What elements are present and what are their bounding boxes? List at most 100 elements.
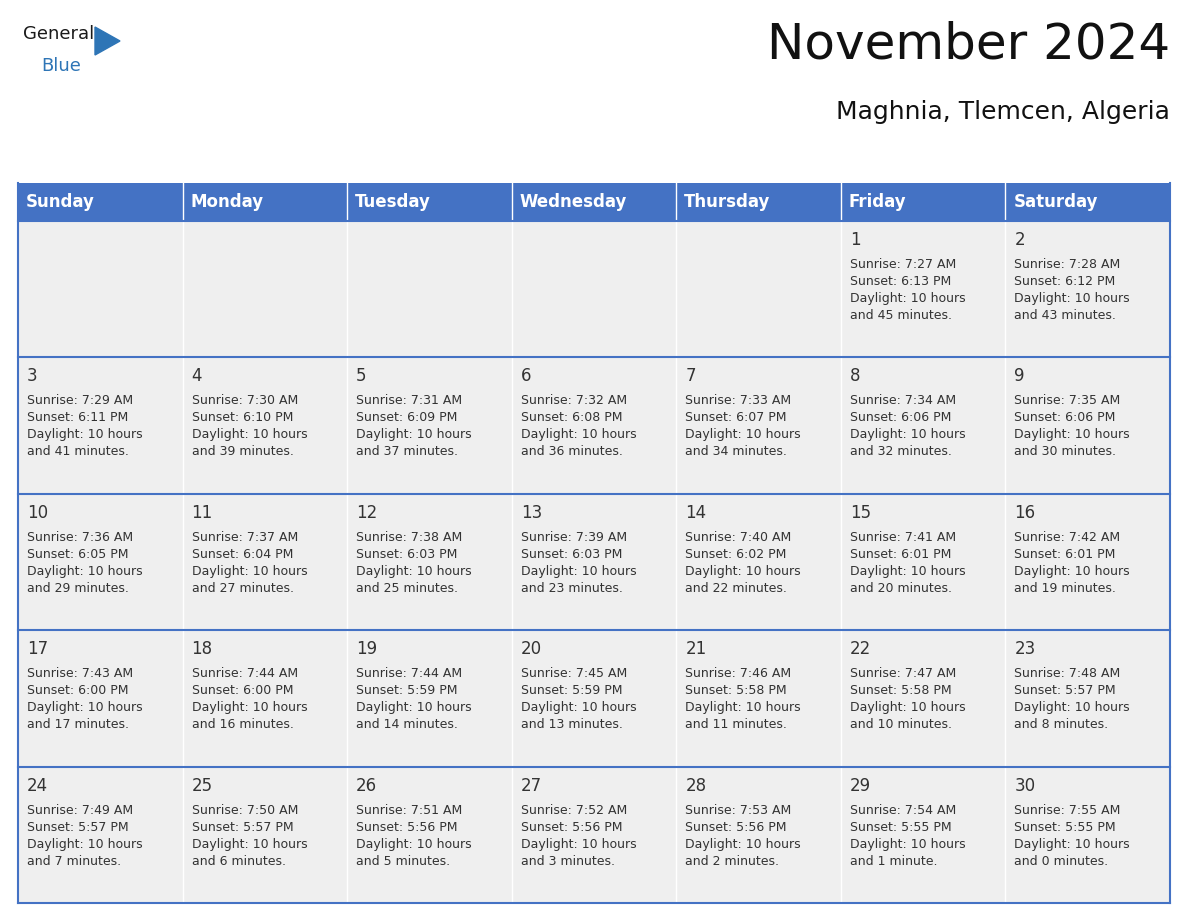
Text: Sunrise: 7:45 AM: Sunrise: 7:45 AM <box>520 667 627 680</box>
Text: Daylight: 10 hours: Daylight: 10 hours <box>685 565 801 577</box>
Text: Sunrise: 7:46 AM: Sunrise: 7:46 AM <box>685 667 791 680</box>
Bar <box>18 494 183 630</box>
Text: Sunset: 6:12 PM: Sunset: 6:12 PM <box>1015 275 1116 288</box>
Text: 9: 9 <box>1015 367 1025 386</box>
Text: Sunset: 5:58 PM: Sunset: 5:58 PM <box>849 684 952 697</box>
Text: Sunrise: 7:35 AM: Sunrise: 7:35 AM <box>1015 395 1120 408</box>
Text: Daylight: 10 hours: Daylight: 10 hours <box>685 701 801 714</box>
Text: Daylight: 10 hours: Daylight: 10 hours <box>1015 565 1130 577</box>
Text: Tuesday: Tuesday <box>355 193 431 211</box>
Text: and 16 minutes.: and 16 minutes. <box>191 718 293 732</box>
Bar <box>512 221 676 357</box>
Text: and 3 minutes.: and 3 minutes. <box>520 855 614 868</box>
Text: 25: 25 <box>191 777 213 795</box>
Text: and 6 minutes.: and 6 minutes. <box>191 855 285 868</box>
Text: Daylight: 10 hours: Daylight: 10 hours <box>27 837 143 851</box>
Text: Sunset: 6:04 PM: Sunset: 6:04 PM <box>191 548 293 561</box>
Text: Sunset: 6:06 PM: Sunset: 6:06 PM <box>849 411 952 424</box>
Text: 27: 27 <box>520 777 542 795</box>
Text: 4: 4 <box>191 367 202 386</box>
Text: Sunset: 5:56 PM: Sunset: 5:56 PM <box>520 821 623 834</box>
Text: Daylight: 10 hours: Daylight: 10 hours <box>849 837 966 851</box>
Bar <box>347 183 512 221</box>
Text: Sunset: 6:05 PM: Sunset: 6:05 PM <box>27 548 128 561</box>
Polygon shape <box>95 27 120 55</box>
Bar <box>18 183 183 221</box>
Text: and 30 minutes.: and 30 minutes. <box>1015 445 1117 458</box>
Text: Sunset: 6:09 PM: Sunset: 6:09 PM <box>356 411 457 424</box>
Text: Sunrise: 7:48 AM: Sunrise: 7:48 AM <box>1015 667 1120 680</box>
Text: Sunrise: 7:40 AM: Sunrise: 7:40 AM <box>685 531 791 543</box>
Text: 23: 23 <box>1015 640 1036 658</box>
Text: Daylight: 10 hours: Daylight: 10 hours <box>356 565 472 577</box>
Text: Daylight: 10 hours: Daylight: 10 hours <box>1015 292 1130 305</box>
Text: and 39 minutes.: and 39 minutes. <box>191 445 293 458</box>
Text: 16: 16 <box>1015 504 1036 521</box>
Bar <box>512 494 676 630</box>
Text: and 41 minutes.: and 41 minutes. <box>27 445 128 458</box>
Text: Sunrise: 7:51 AM: Sunrise: 7:51 AM <box>356 803 462 817</box>
Text: Sunrise: 7:55 AM: Sunrise: 7:55 AM <box>1015 803 1120 817</box>
Text: Daylight: 10 hours: Daylight: 10 hours <box>356 429 472 442</box>
Text: Sunrise: 7:43 AM: Sunrise: 7:43 AM <box>27 667 133 680</box>
Text: Daylight: 10 hours: Daylight: 10 hours <box>191 429 308 442</box>
Text: Sunset: 5:55 PM: Sunset: 5:55 PM <box>1015 821 1116 834</box>
Text: Sunset: 6:10 PM: Sunset: 6:10 PM <box>191 411 293 424</box>
Text: 24: 24 <box>27 777 49 795</box>
Text: Sunset: 5:58 PM: Sunset: 5:58 PM <box>685 684 786 697</box>
Text: Sunset: 6:13 PM: Sunset: 6:13 PM <box>849 275 952 288</box>
Text: 1: 1 <box>849 231 860 249</box>
Text: Daylight: 10 hours: Daylight: 10 hours <box>849 429 966 442</box>
Text: Sunrise: 7:27 AM: Sunrise: 7:27 AM <box>849 258 956 271</box>
Text: and 23 minutes.: and 23 minutes. <box>520 582 623 595</box>
Text: Sunrise: 7:44 AM: Sunrise: 7:44 AM <box>356 667 462 680</box>
Text: 20: 20 <box>520 640 542 658</box>
Bar <box>18 221 183 357</box>
Text: Sunrise: 7:32 AM: Sunrise: 7:32 AM <box>520 395 627 408</box>
Text: Sunrise: 7:52 AM: Sunrise: 7:52 AM <box>520 803 627 817</box>
Text: Sunset: 6:01 PM: Sunset: 6:01 PM <box>1015 548 1116 561</box>
Text: Sunrise: 7:49 AM: Sunrise: 7:49 AM <box>27 803 133 817</box>
Text: Sunrise: 7:36 AM: Sunrise: 7:36 AM <box>27 531 133 543</box>
Text: 28: 28 <box>685 777 707 795</box>
Text: and 36 minutes.: and 36 minutes. <box>520 445 623 458</box>
Bar <box>841 357 1005 494</box>
Text: Daylight: 10 hours: Daylight: 10 hours <box>1015 429 1130 442</box>
Text: Sunset: 5:59 PM: Sunset: 5:59 PM <box>356 684 457 697</box>
Bar <box>512 630 676 767</box>
Bar <box>347 767 512 903</box>
Text: Sunrise: 7:44 AM: Sunrise: 7:44 AM <box>191 667 298 680</box>
Text: Sunrise: 7:47 AM: Sunrise: 7:47 AM <box>849 667 956 680</box>
Text: 12: 12 <box>356 504 378 521</box>
Bar <box>1005 494 1170 630</box>
Text: 21: 21 <box>685 640 707 658</box>
Text: Sunrise: 7:30 AM: Sunrise: 7:30 AM <box>191 395 298 408</box>
Bar <box>183 630 347 767</box>
Text: Sunrise: 7:38 AM: Sunrise: 7:38 AM <box>356 531 462 543</box>
Text: Daylight: 10 hours: Daylight: 10 hours <box>520 429 637 442</box>
Text: 7: 7 <box>685 367 696 386</box>
Text: and 1 minute.: and 1 minute. <box>849 855 937 868</box>
Text: and 37 minutes.: and 37 minutes. <box>356 445 459 458</box>
Text: Sunset: 6:07 PM: Sunset: 6:07 PM <box>685 411 786 424</box>
Text: 29: 29 <box>849 777 871 795</box>
Bar <box>183 357 347 494</box>
Text: Sunset: 5:57 PM: Sunset: 5:57 PM <box>191 821 293 834</box>
Text: Daylight: 10 hours: Daylight: 10 hours <box>520 701 637 714</box>
Text: Maghnia, Tlemcen, Algeria: Maghnia, Tlemcen, Algeria <box>836 100 1170 124</box>
Text: and 7 minutes.: and 7 minutes. <box>27 855 121 868</box>
Text: 13: 13 <box>520 504 542 521</box>
Text: and 11 minutes.: and 11 minutes. <box>685 718 788 732</box>
Text: Sunset: 6:03 PM: Sunset: 6:03 PM <box>356 548 457 561</box>
Text: and 45 minutes.: and 45 minutes. <box>849 309 952 322</box>
Text: Sunset: 6:00 PM: Sunset: 6:00 PM <box>191 684 293 697</box>
Text: Daylight: 10 hours: Daylight: 10 hours <box>27 701 143 714</box>
Text: Daylight: 10 hours: Daylight: 10 hours <box>1015 701 1130 714</box>
Text: and 13 minutes.: and 13 minutes. <box>520 718 623 732</box>
Text: 30: 30 <box>1015 777 1036 795</box>
Text: Sunset: 5:55 PM: Sunset: 5:55 PM <box>849 821 952 834</box>
Bar <box>18 630 183 767</box>
Text: Friday: Friday <box>849 193 906 211</box>
Bar <box>676 357 841 494</box>
Text: 26: 26 <box>356 777 378 795</box>
